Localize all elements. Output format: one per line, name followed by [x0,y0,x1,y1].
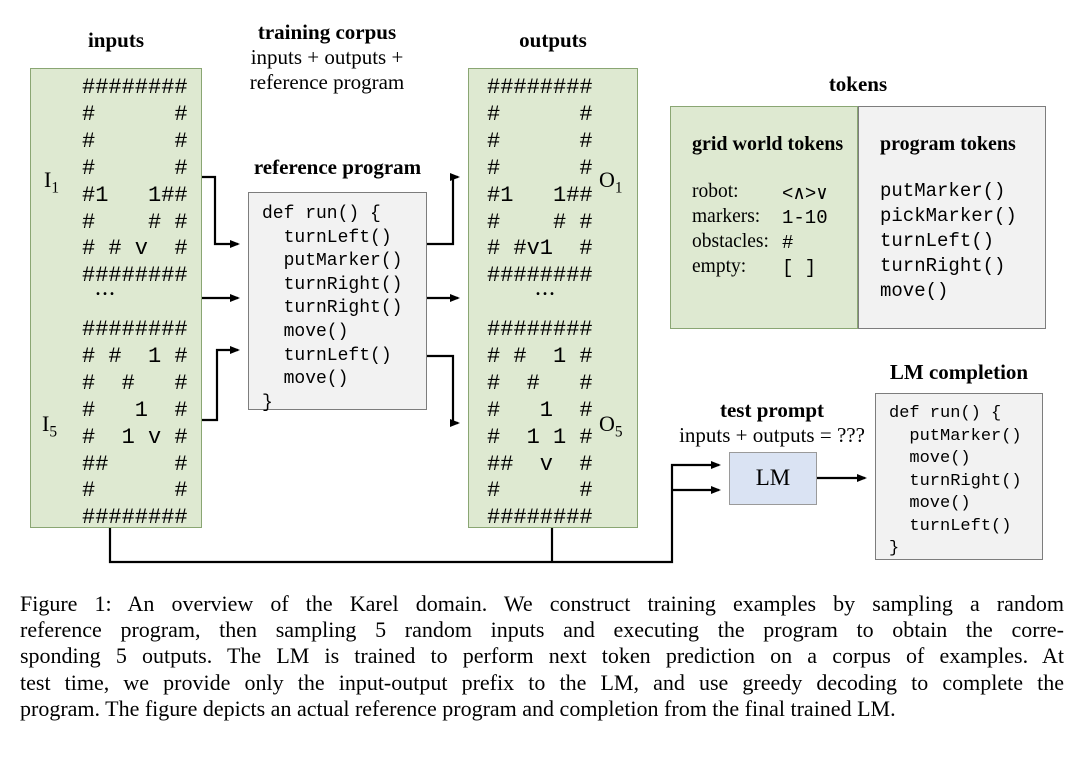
grid-i5: ######## # # 1 # # # # # 1 # # 1 v # ## … [82,317,188,531]
label-i1: I1 [44,167,60,197]
caption-line: test time, we provide only the input-out… [20,669,1064,695]
token-row-label: robot: [692,181,739,202]
token-row-label: markers: [692,206,761,227]
figure-caption: Figure 1: An overview of the Karel domai… [20,591,1064,722]
reference-program-title: reference program [253,155,422,179]
training-corpus-title: training corpus [257,20,397,44]
tokens-title: tokens [828,72,888,96]
arrow-i5-to-ref [202,346,240,422]
inputs-panel: ######## # # # # # # #1 1## # # # # # v … [30,68,202,530]
inputs-title: inputs [87,28,145,52]
grid-o1: ######## # # # # # # #1 1## # # # # #v1 … [487,75,593,289]
label-i5: I5 [42,411,58,441]
arrow-ref-to-o5 [427,354,460,427]
inputs-ellipsis: ... [95,275,116,301]
token-row-value: <∧>∨ [782,183,828,205]
grid-i1: ######## # # # # # # #1 1## # # # # # v … [82,75,188,289]
caption-line: Figure 1: An overview of the Karel domai… [20,591,1064,616]
program-tokens-list: putMarker() pickMarker() turnLeft() turn… [880,180,1017,302]
lm-box: LM [729,452,817,505]
training-corpus-line1: inputs + outputs + [250,45,404,69]
test-prompt-title: test prompt [719,398,824,422]
label-o1: O1 [599,167,623,197]
arrow-ref-to-o1 [427,173,460,246]
grid-world-tokens-title: grid world tokens [692,133,844,155]
training-corpus-line2: reference program [249,70,405,94]
reference-program-code: def run() { turnLeft() putMarker() turnR… [262,204,403,413]
outputs-ellipsis: ... [535,275,556,301]
lm-completion-code: def run() { putMarker() move() turnRight… [889,404,1022,558]
reference-program-box: def run() { turnLeft() putMarker() turnR… [248,192,427,413]
test-prompt-subtitle: inputs + outputs = ??? [679,423,865,447]
token-row-label: obstacles: [692,231,769,252]
caption-line: reference program, then sampling 5 rando… [20,617,1064,643]
caption-line: program. The figure depicts an actual re… [20,695,896,721]
token-row-value: # [782,232,794,254]
lm-box-label: LM [755,465,791,490]
program-tokens-box: program tokens putMarker() pickMarker() … [858,106,1046,329]
outputs-panel: ######## # # # # # # #1 1## # # # # #v1 … [468,68,638,530]
lm-completion-title: LM completion [889,360,1029,384]
token-row-value: 1-10 [782,207,828,229]
program-tokens-title: program tokens [880,133,1016,155]
grid-o5: ######## # # 1 # # # # # 1 # # 1 1 # ## … [487,317,593,531]
label-o5: O5 [599,411,623,441]
outputs-title: outputs [519,28,587,52]
token-row-label: empty: [692,256,747,277]
token-row-value: [ ] [782,257,817,279]
caption-line: sponding 5 outputs. The LM is trained to… [20,643,1064,669]
lm-completion-box: def run() { putMarker() move() turnRight… [875,393,1043,560]
arrow-i1-to-ref [202,175,240,248]
grid-world-tokens-box: grid world tokens robot: <∧>∨ markers: 1… [670,106,858,329]
